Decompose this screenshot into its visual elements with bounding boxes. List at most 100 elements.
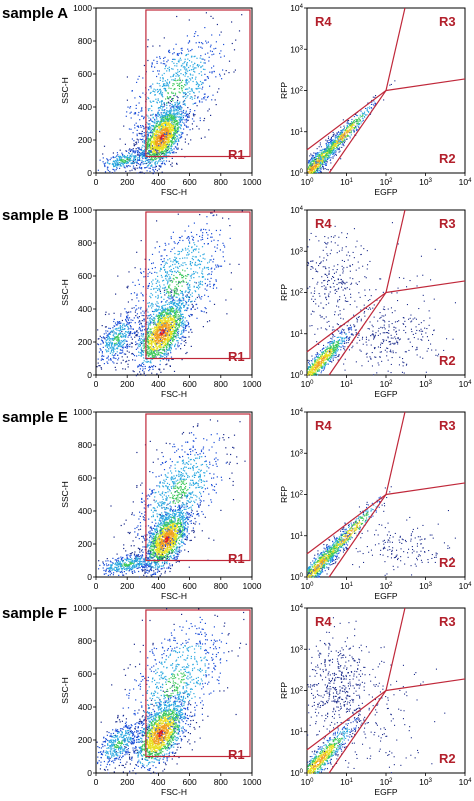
event-point	[172, 61, 173, 62]
event-point	[158, 140, 159, 141]
event-point	[211, 54, 212, 55]
event-point	[174, 121, 175, 122]
event-point	[145, 375, 146, 376]
event-point	[339, 139, 340, 140]
event-point	[169, 322, 170, 323]
event-point	[313, 171, 314, 172]
event-point	[142, 125, 143, 126]
event-point	[164, 134, 165, 135]
event-point	[172, 69, 173, 70]
event-point	[319, 166, 320, 167]
event-point	[158, 160, 159, 161]
event-point	[168, 329, 169, 330]
event-point	[157, 63, 158, 64]
event-point	[337, 136, 338, 137]
event-point	[107, 167, 108, 168]
event-point	[192, 99, 193, 100]
event-point	[339, 149, 340, 150]
event-point	[149, 163, 150, 164]
event-point	[208, 78, 209, 79]
event-point	[183, 117, 184, 118]
event-point	[156, 373, 157, 374]
event-point	[161, 112, 162, 113]
event-point	[131, 163, 132, 164]
event-point	[185, 342, 186, 343]
event-point	[185, 115, 186, 116]
event-point	[151, 343, 152, 344]
event-point	[137, 139, 138, 140]
event-point	[148, 136, 149, 137]
event-point	[226, 70, 227, 71]
event-point	[140, 168, 141, 169]
event-point	[140, 164, 141, 165]
event-point	[159, 93, 160, 94]
event-point	[158, 125, 159, 126]
event-point	[177, 345, 178, 346]
event-point	[124, 155, 125, 156]
event-point	[125, 160, 126, 161]
event-point	[162, 119, 163, 120]
event-point	[138, 139, 139, 140]
event-point	[186, 80, 187, 81]
event-point	[115, 160, 116, 161]
event-point	[361, 116, 362, 117]
event-point	[117, 168, 118, 169]
event-point	[160, 347, 161, 348]
event-point	[164, 88, 165, 89]
event-point	[166, 102, 167, 103]
event-point	[162, 153, 163, 154]
event-point	[336, 143, 337, 144]
event-point	[314, 159, 315, 160]
event-point	[181, 52, 182, 53]
event-point	[170, 352, 171, 353]
event-point	[174, 126, 175, 127]
event-point	[107, 168, 108, 169]
event-point	[196, 282, 197, 283]
event-point	[165, 320, 166, 321]
event-point	[160, 319, 161, 320]
event-point	[177, 132, 178, 133]
event-point	[322, 164, 323, 165]
event-point	[137, 374, 138, 375]
event-point	[128, 150, 129, 151]
event-point	[179, 326, 180, 327]
event-point	[133, 163, 134, 164]
event-point	[163, 127, 164, 128]
event-point	[156, 316, 157, 317]
event-point	[116, 169, 117, 170]
event-point	[323, 169, 324, 170]
event-point	[136, 123, 137, 124]
event-point	[202, 43, 203, 44]
event-point	[373, 97, 374, 98]
event-point	[137, 347, 138, 348]
event-point	[365, 108, 366, 109]
event-point	[311, 166, 312, 167]
event-point	[172, 125, 173, 126]
event-point	[176, 139, 177, 140]
event-point	[170, 88, 171, 89]
event-point	[127, 364, 128, 365]
x-tick-label: 200	[120, 177, 134, 187]
event-point	[313, 161, 314, 162]
event-point	[313, 167, 314, 168]
event-point	[160, 291, 161, 292]
event-point	[160, 148, 161, 149]
event-point	[136, 143, 137, 144]
event-point	[164, 154, 165, 155]
event-point	[366, 114, 367, 115]
event-point	[163, 135, 164, 136]
event-point	[102, 153, 103, 154]
event-point	[148, 127, 149, 128]
event-point	[177, 97, 178, 98]
event-point	[335, 138, 336, 139]
event-point	[203, 62, 204, 63]
event-point	[153, 117, 154, 118]
region-label-r1: R1	[228, 147, 245, 162]
event-point	[310, 160, 311, 161]
event-point	[330, 162, 331, 163]
event-point	[375, 95, 376, 96]
event-point	[129, 159, 130, 160]
event-point	[144, 155, 145, 156]
event-point	[202, 101, 203, 102]
event-point	[351, 123, 352, 124]
